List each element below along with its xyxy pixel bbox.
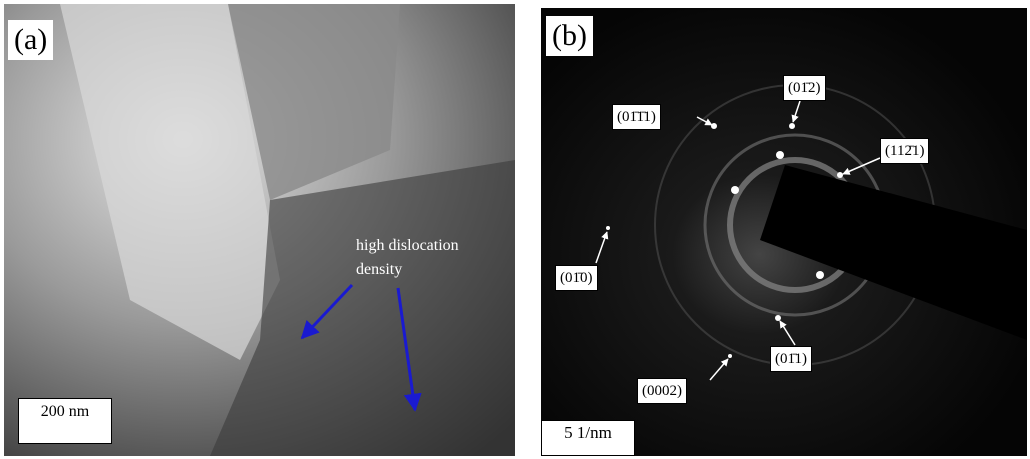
spot-label: (0002) <box>637 378 687 404</box>
spot-label: (01̄1̄​1) <box>612 104 661 130</box>
panel-label: (b) <box>546 16 593 56</box>
page: (a) 200 nm high dislocation density (b) … <box>0 0 1030 459</box>
annotation: high dislocation density <box>356 234 496 282</box>
panel-label: (a) <box>8 20 53 60</box>
spot-label: (01̄2) <box>783 75 826 101</box>
scale-label: 5 1/nm <box>541 420 635 456</box>
spot-label: (112̄1) <box>880 138 929 164</box>
figure <box>0 0 1030 459</box>
spot-label: (01̄0) <box>555 265 598 291</box>
scale-label: 200 nm <box>18 398 112 444</box>
spot-label: (01̄1) <box>770 346 812 372</box>
